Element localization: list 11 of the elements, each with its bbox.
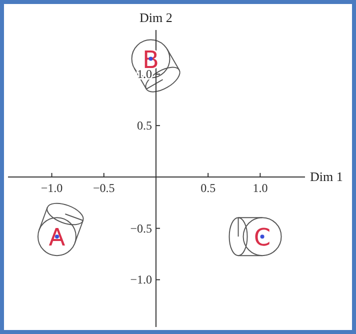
x-tick-label: 0.5 — [200, 180, 216, 195]
y-tick-label: 0.5 — [136, 118, 152, 133]
annotation: C — [254, 224, 271, 252]
y-tick-label: −1.0 — [130, 272, 152, 287]
y-axis-title: Dim 2 — [140, 10, 172, 25]
x-axis-title: Dim 1 — [310, 168, 343, 184]
x-tick-label: −1.0 — [40, 180, 63, 195]
x-tick-label: −0.5 — [92, 180, 115, 195]
annotation: A — [48, 224, 66, 252]
x-tick-label: 1.0 — [252, 180, 268, 195]
y-tick-label: −0.5 — [130, 221, 152, 236]
